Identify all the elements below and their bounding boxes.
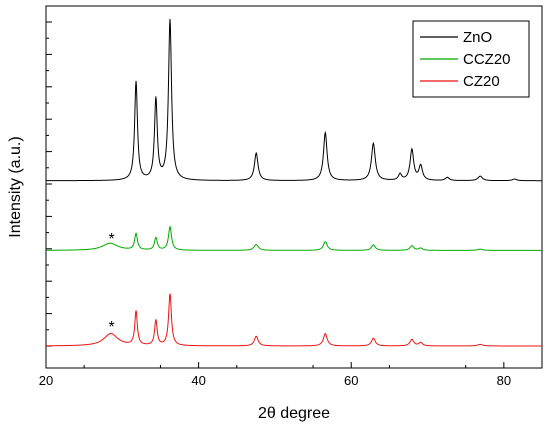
- legend-box: [412, 20, 530, 98]
- peak-asterisk: *: [109, 319, 115, 336]
- y-axis-ticks: [46, 21, 52, 347]
- x-axis-title: 2θ degree: [258, 405, 330, 422]
- legend-label-zno: ZnO: [463, 29, 492, 46]
- series-line-cz20: [46, 293, 542, 347]
- x-tick-label: 20: [39, 373, 53, 388]
- series-line-ccz20: [46, 225, 542, 251]
- x-tick-label: 60: [344, 373, 358, 388]
- legend-label-cz20: CZ20: [463, 73, 500, 90]
- legend-items: ZnO CCZ20 CZ20: [420, 29, 511, 90]
- series-layer: [46, 18, 542, 347]
- y-axis-title: Intensity (a.u.): [7, 136, 24, 237]
- peak-asterisk: *: [109, 231, 115, 248]
- x-axis-ticks: 20 40 60 80: [39, 362, 511, 388]
- x-tick-label: 80: [497, 373, 511, 388]
- plot-frame: [45, 5, 543, 369]
- x-tick-label: 40: [191, 373, 205, 388]
- legend: ZnO CCZ20 CZ20: [412, 20, 530, 98]
- annotation-layer: **: [109, 231, 115, 336]
- legend-label-ccz20: CCZ20: [463, 51, 511, 68]
- series-line-zno: [46, 18, 542, 182]
